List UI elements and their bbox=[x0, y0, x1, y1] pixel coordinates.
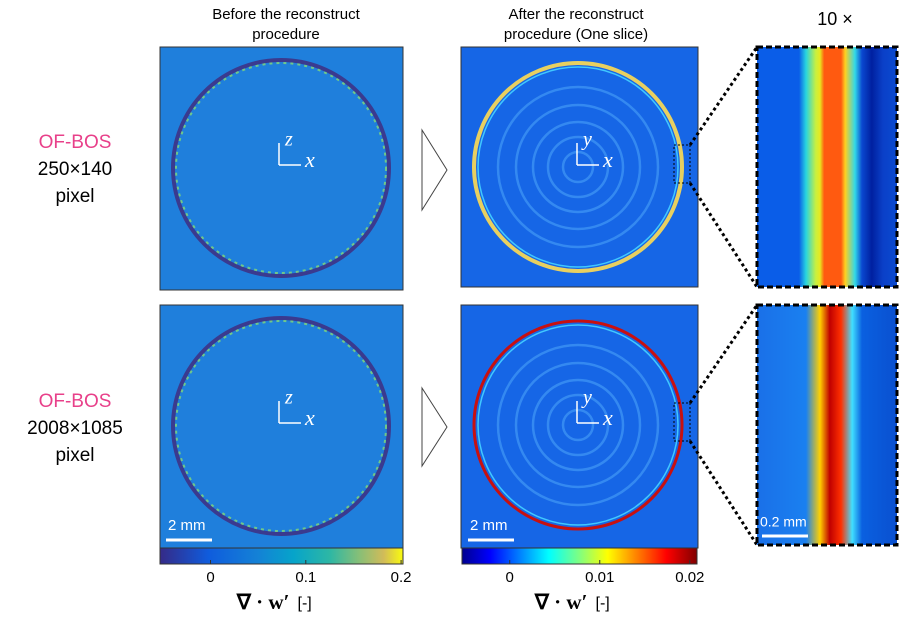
zoom-title: 10 × bbox=[817, 9, 853, 29]
axis-label: z bbox=[284, 387, 293, 409]
ring bbox=[171, 316, 391, 536]
colorbar-tick-label: 0 bbox=[206, 569, 214, 586]
zoom-box bbox=[673, 402, 691, 442]
colorbar-tick-label: 0.1 bbox=[295, 569, 316, 586]
resolution: 2008×1085 bbox=[27, 418, 123, 439]
colorbar-label: ∇ · w′ bbox=[534, 590, 588, 614]
scale-label: 0.2 mm bbox=[760, 514, 807, 530]
image bbox=[460, 304, 699, 549]
image bbox=[460, 46, 699, 288]
scale-label: 2 mm bbox=[168, 517, 206, 534]
ring bbox=[514, 103, 642, 231]
ring bbox=[561, 408, 595, 442]
image bbox=[159, 304, 404, 549]
ring bbox=[171, 58, 391, 278]
column-title: procedure (One slice) bbox=[504, 26, 648, 43]
ring bbox=[472, 319, 684, 531]
colorbar bbox=[461, 547, 698, 565]
zoom-line bbox=[688, 46, 759, 146]
ring bbox=[472, 61, 684, 273]
column-title: Before the reconstruct bbox=[212, 6, 360, 23]
zoom-image bbox=[755, 45, 899, 289]
colorbar-unit: [-] bbox=[596, 595, 610, 612]
ring bbox=[496, 343, 660, 507]
colorbar-tick-label: 0.2 bbox=[391, 569, 412, 586]
unit: pixel bbox=[55, 445, 94, 466]
unit: pixel bbox=[55, 186, 94, 207]
colorbar-tick-label: 0 bbox=[506, 569, 514, 586]
method: OF-BOS bbox=[39, 391, 112, 412]
axis-label: y bbox=[581, 129, 592, 151]
axis-label: z bbox=[284, 129, 293, 151]
column-title: procedure bbox=[252, 26, 320, 43]
ring bbox=[514, 361, 642, 489]
axis-label: y bbox=[581, 387, 592, 409]
ring bbox=[175, 62, 387, 274]
ring bbox=[561, 150, 595, 184]
ring bbox=[496, 85, 660, 249]
colorbar-label: ∇ · w′ bbox=[236, 590, 290, 614]
axis-label: x bbox=[304, 405, 315, 430]
colorbar-unit: [-] bbox=[298, 595, 312, 612]
ring bbox=[546, 135, 610, 199]
ring bbox=[546, 393, 610, 457]
ring bbox=[477, 324, 679, 526]
image bbox=[159, 46, 404, 291]
scale-label: 2 mm bbox=[470, 517, 508, 534]
arrow bbox=[421, 386, 448, 468]
column-title: After the reconstruct bbox=[508, 6, 644, 23]
ring bbox=[531, 378, 625, 472]
zoom-line bbox=[688, 304, 759, 404]
ring bbox=[477, 66, 679, 268]
axis-label: x bbox=[602, 405, 613, 430]
colorbar-tick-label: 0.02 bbox=[675, 569, 704, 586]
ring bbox=[531, 120, 625, 214]
zoom-line bbox=[688, 440, 759, 546]
method: OF-BOS bbox=[39, 132, 112, 153]
colorbar-tick-label: 0.01 bbox=[585, 569, 614, 586]
axis-label: x bbox=[304, 147, 315, 172]
axis-label: x bbox=[602, 147, 613, 172]
zoom-line bbox=[688, 182, 759, 288]
resolution: 250×140 bbox=[38, 159, 113, 180]
layout bbox=[421, 128, 448, 468]
colorbar bbox=[159, 547, 404, 565]
arrow bbox=[421, 128, 448, 212]
ring bbox=[175, 320, 387, 532]
zoom-image bbox=[755, 303, 899, 547]
zoom-box bbox=[673, 144, 691, 184]
